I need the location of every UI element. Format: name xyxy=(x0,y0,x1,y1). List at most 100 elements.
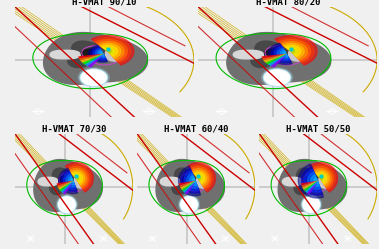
Polygon shape xyxy=(282,177,302,186)
Polygon shape xyxy=(302,181,318,188)
Polygon shape xyxy=(105,48,125,61)
Polygon shape xyxy=(274,47,290,61)
Polygon shape xyxy=(60,181,74,192)
Polygon shape xyxy=(61,181,74,193)
Polygon shape xyxy=(283,43,304,58)
Ellipse shape xyxy=(303,176,315,185)
Polygon shape xyxy=(188,163,215,192)
Polygon shape xyxy=(268,43,292,64)
Title: H-VMAT 80/20: H-VMAT 80/20 xyxy=(255,0,320,7)
Polygon shape xyxy=(190,166,211,188)
Polygon shape xyxy=(102,45,118,57)
Polygon shape xyxy=(311,175,319,186)
Polygon shape xyxy=(289,48,309,61)
Polygon shape xyxy=(319,175,332,188)
Polygon shape xyxy=(233,50,264,59)
Polygon shape xyxy=(57,181,74,188)
Polygon shape xyxy=(71,170,85,185)
Polygon shape xyxy=(305,181,318,193)
Circle shape xyxy=(264,69,290,86)
Polygon shape xyxy=(67,165,91,190)
Polygon shape xyxy=(61,170,77,191)
Title: H-VMAT 90/10: H-VMAT 90/10 xyxy=(72,0,137,7)
Ellipse shape xyxy=(81,49,99,58)
Circle shape xyxy=(181,197,197,212)
Polygon shape xyxy=(160,177,180,186)
Polygon shape xyxy=(179,181,196,188)
Polygon shape xyxy=(75,176,78,180)
Title: H-VMAT 50/50: H-VMAT 50/50 xyxy=(286,125,351,134)
Polygon shape xyxy=(56,181,74,186)
Polygon shape xyxy=(301,167,323,195)
Polygon shape xyxy=(194,172,205,184)
Polygon shape xyxy=(106,49,111,53)
Polygon shape xyxy=(294,168,322,194)
Polygon shape xyxy=(172,168,200,194)
Polygon shape xyxy=(262,54,288,61)
Polygon shape xyxy=(58,181,74,190)
Polygon shape xyxy=(92,36,134,65)
Polygon shape xyxy=(96,49,105,58)
Polygon shape xyxy=(94,38,131,63)
Polygon shape xyxy=(271,54,288,68)
Polygon shape xyxy=(72,172,83,184)
Polygon shape xyxy=(50,168,78,194)
Polygon shape xyxy=(305,170,321,192)
Polygon shape xyxy=(100,52,103,55)
Ellipse shape xyxy=(181,176,193,185)
Polygon shape xyxy=(266,54,288,65)
Polygon shape xyxy=(277,38,314,63)
Polygon shape xyxy=(98,51,104,57)
Polygon shape xyxy=(100,43,121,58)
Polygon shape xyxy=(82,54,105,65)
Polygon shape xyxy=(179,181,196,186)
Polygon shape xyxy=(87,54,105,68)
Polygon shape xyxy=(190,176,197,186)
Polygon shape xyxy=(308,172,320,189)
Polygon shape xyxy=(179,166,200,196)
Polygon shape xyxy=(78,54,105,59)
Circle shape xyxy=(265,70,290,85)
Polygon shape xyxy=(197,176,200,180)
Polygon shape xyxy=(302,181,318,190)
Polygon shape xyxy=(44,33,147,84)
Polygon shape xyxy=(251,41,293,67)
Circle shape xyxy=(80,69,107,86)
Polygon shape xyxy=(63,181,74,195)
Polygon shape xyxy=(79,54,105,61)
Polygon shape xyxy=(104,47,114,55)
Polygon shape xyxy=(75,175,88,188)
Ellipse shape xyxy=(265,49,282,58)
Polygon shape xyxy=(314,168,331,187)
Polygon shape xyxy=(280,50,288,57)
Title: H-VMAT 70/30: H-VMAT 70/30 xyxy=(42,125,106,134)
Polygon shape xyxy=(289,49,294,53)
Polygon shape xyxy=(316,172,327,184)
Polygon shape xyxy=(85,54,105,66)
Polygon shape xyxy=(80,54,105,63)
Polygon shape xyxy=(227,33,331,84)
Polygon shape xyxy=(156,160,224,211)
Polygon shape xyxy=(285,45,301,57)
Circle shape xyxy=(59,197,75,212)
Polygon shape xyxy=(93,48,106,59)
Polygon shape xyxy=(38,177,58,186)
Polygon shape xyxy=(318,174,325,182)
Ellipse shape xyxy=(59,176,70,185)
Polygon shape xyxy=(68,166,89,188)
Polygon shape xyxy=(66,174,75,187)
Polygon shape xyxy=(192,178,196,183)
Polygon shape xyxy=(319,176,323,180)
Circle shape xyxy=(180,196,198,213)
Polygon shape xyxy=(181,169,200,193)
Polygon shape xyxy=(301,181,318,186)
Polygon shape xyxy=(182,181,196,192)
Polygon shape xyxy=(311,165,335,190)
Polygon shape xyxy=(183,181,196,193)
Circle shape xyxy=(58,196,76,213)
Polygon shape xyxy=(96,39,127,62)
Polygon shape xyxy=(283,52,287,55)
Polygon shape xyxy=(197,175,210,188)
Polygon shape xyxy=(307,181,318,195)
Polygon shape xyxy=(66,163,93,192)
